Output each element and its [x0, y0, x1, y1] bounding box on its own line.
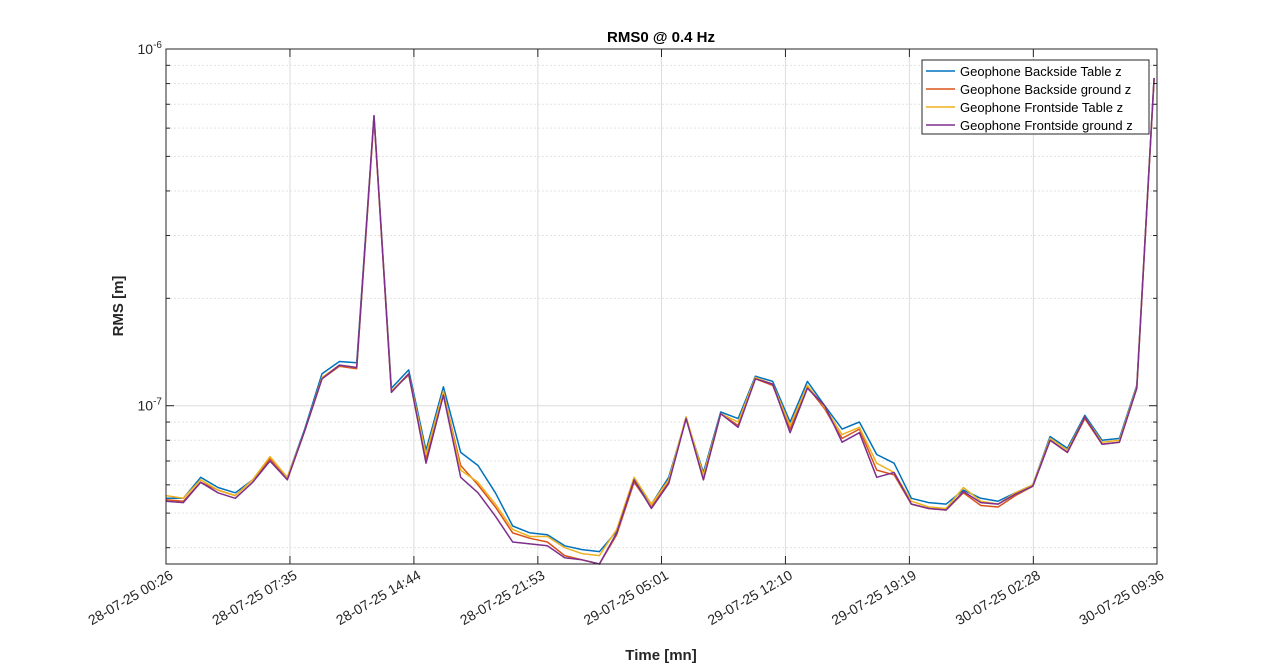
- y-tick-label: 10-6: [138, 40, 163, 57]
- chart-title: RMS0 @ 0.4 Hz: [607, 29, 715, 46]
- legend-entry-backside-table: Geophone Backside Table z: [960, 64, 1122, 79]
- axis-ticks: [165, 48, 1158, 564]
- y-tick-labels: 10-7 10-6: [138, 40, 163, 414]
- legend: Geophone Backside Table z Geophone Backs…: [921, 59, 1150, 135]
- legend-entry-frontside-ground: Geophone Frontside ground z: [960, 118, 1133, 133]
- legend-entry-backside-ground: Geophone Backside ground z: [960, 82, 1131, 97]
- y-axis-label: RMS [m]: [110, 276, 127, 337]
- series-lines: [165, 77, 1155, 565]
- x-axis-label: Time [mn]: [625, 647, 696, 664]
- series-line-3: [165, 77, 1155, 565]
- legend-box: [921, 59, 1150, 135]
- legend-entry-frontside-table: Geophone Frontside Table z: [960, 100, 1123, 115]
- y-tick-label: 10-7: [138, 397, 163, 414]
